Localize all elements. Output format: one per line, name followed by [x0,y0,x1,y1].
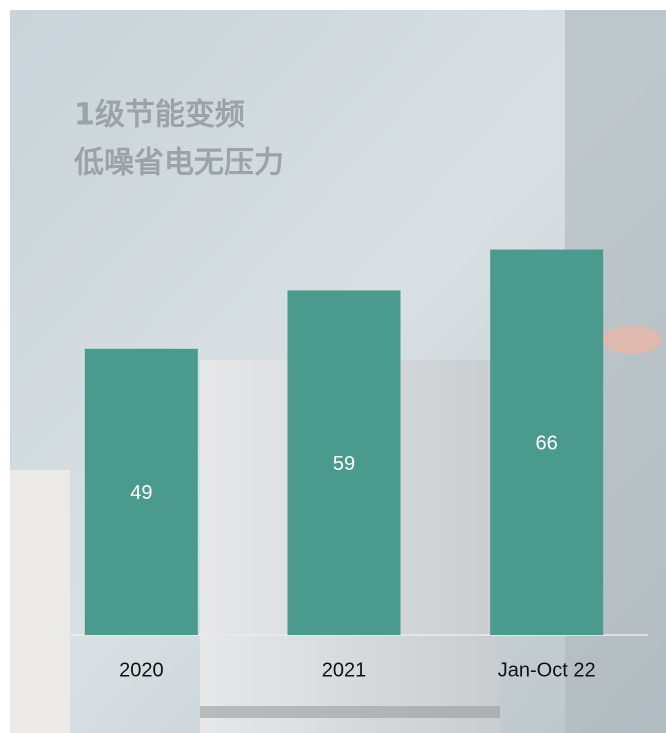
bar [287,290,401,635]
annotation: 低噪省电无压力 [73,146,284,181]
annotation: 1级节能变频 [74,98,245,133]
bar [84,348,198,635]
x-tick-label: 2020 [119,659,164,681]
x-tick-label: 2021 [322,659,367,681]
value-label: 66 [536,433,558,455]
value-label: 49 [130,482,152,504]
bar [490,249,604,635]
x-tick-label: Jan-Oct 22 [498,659,596,681]
value-label: 59 [333,453,355,475]
